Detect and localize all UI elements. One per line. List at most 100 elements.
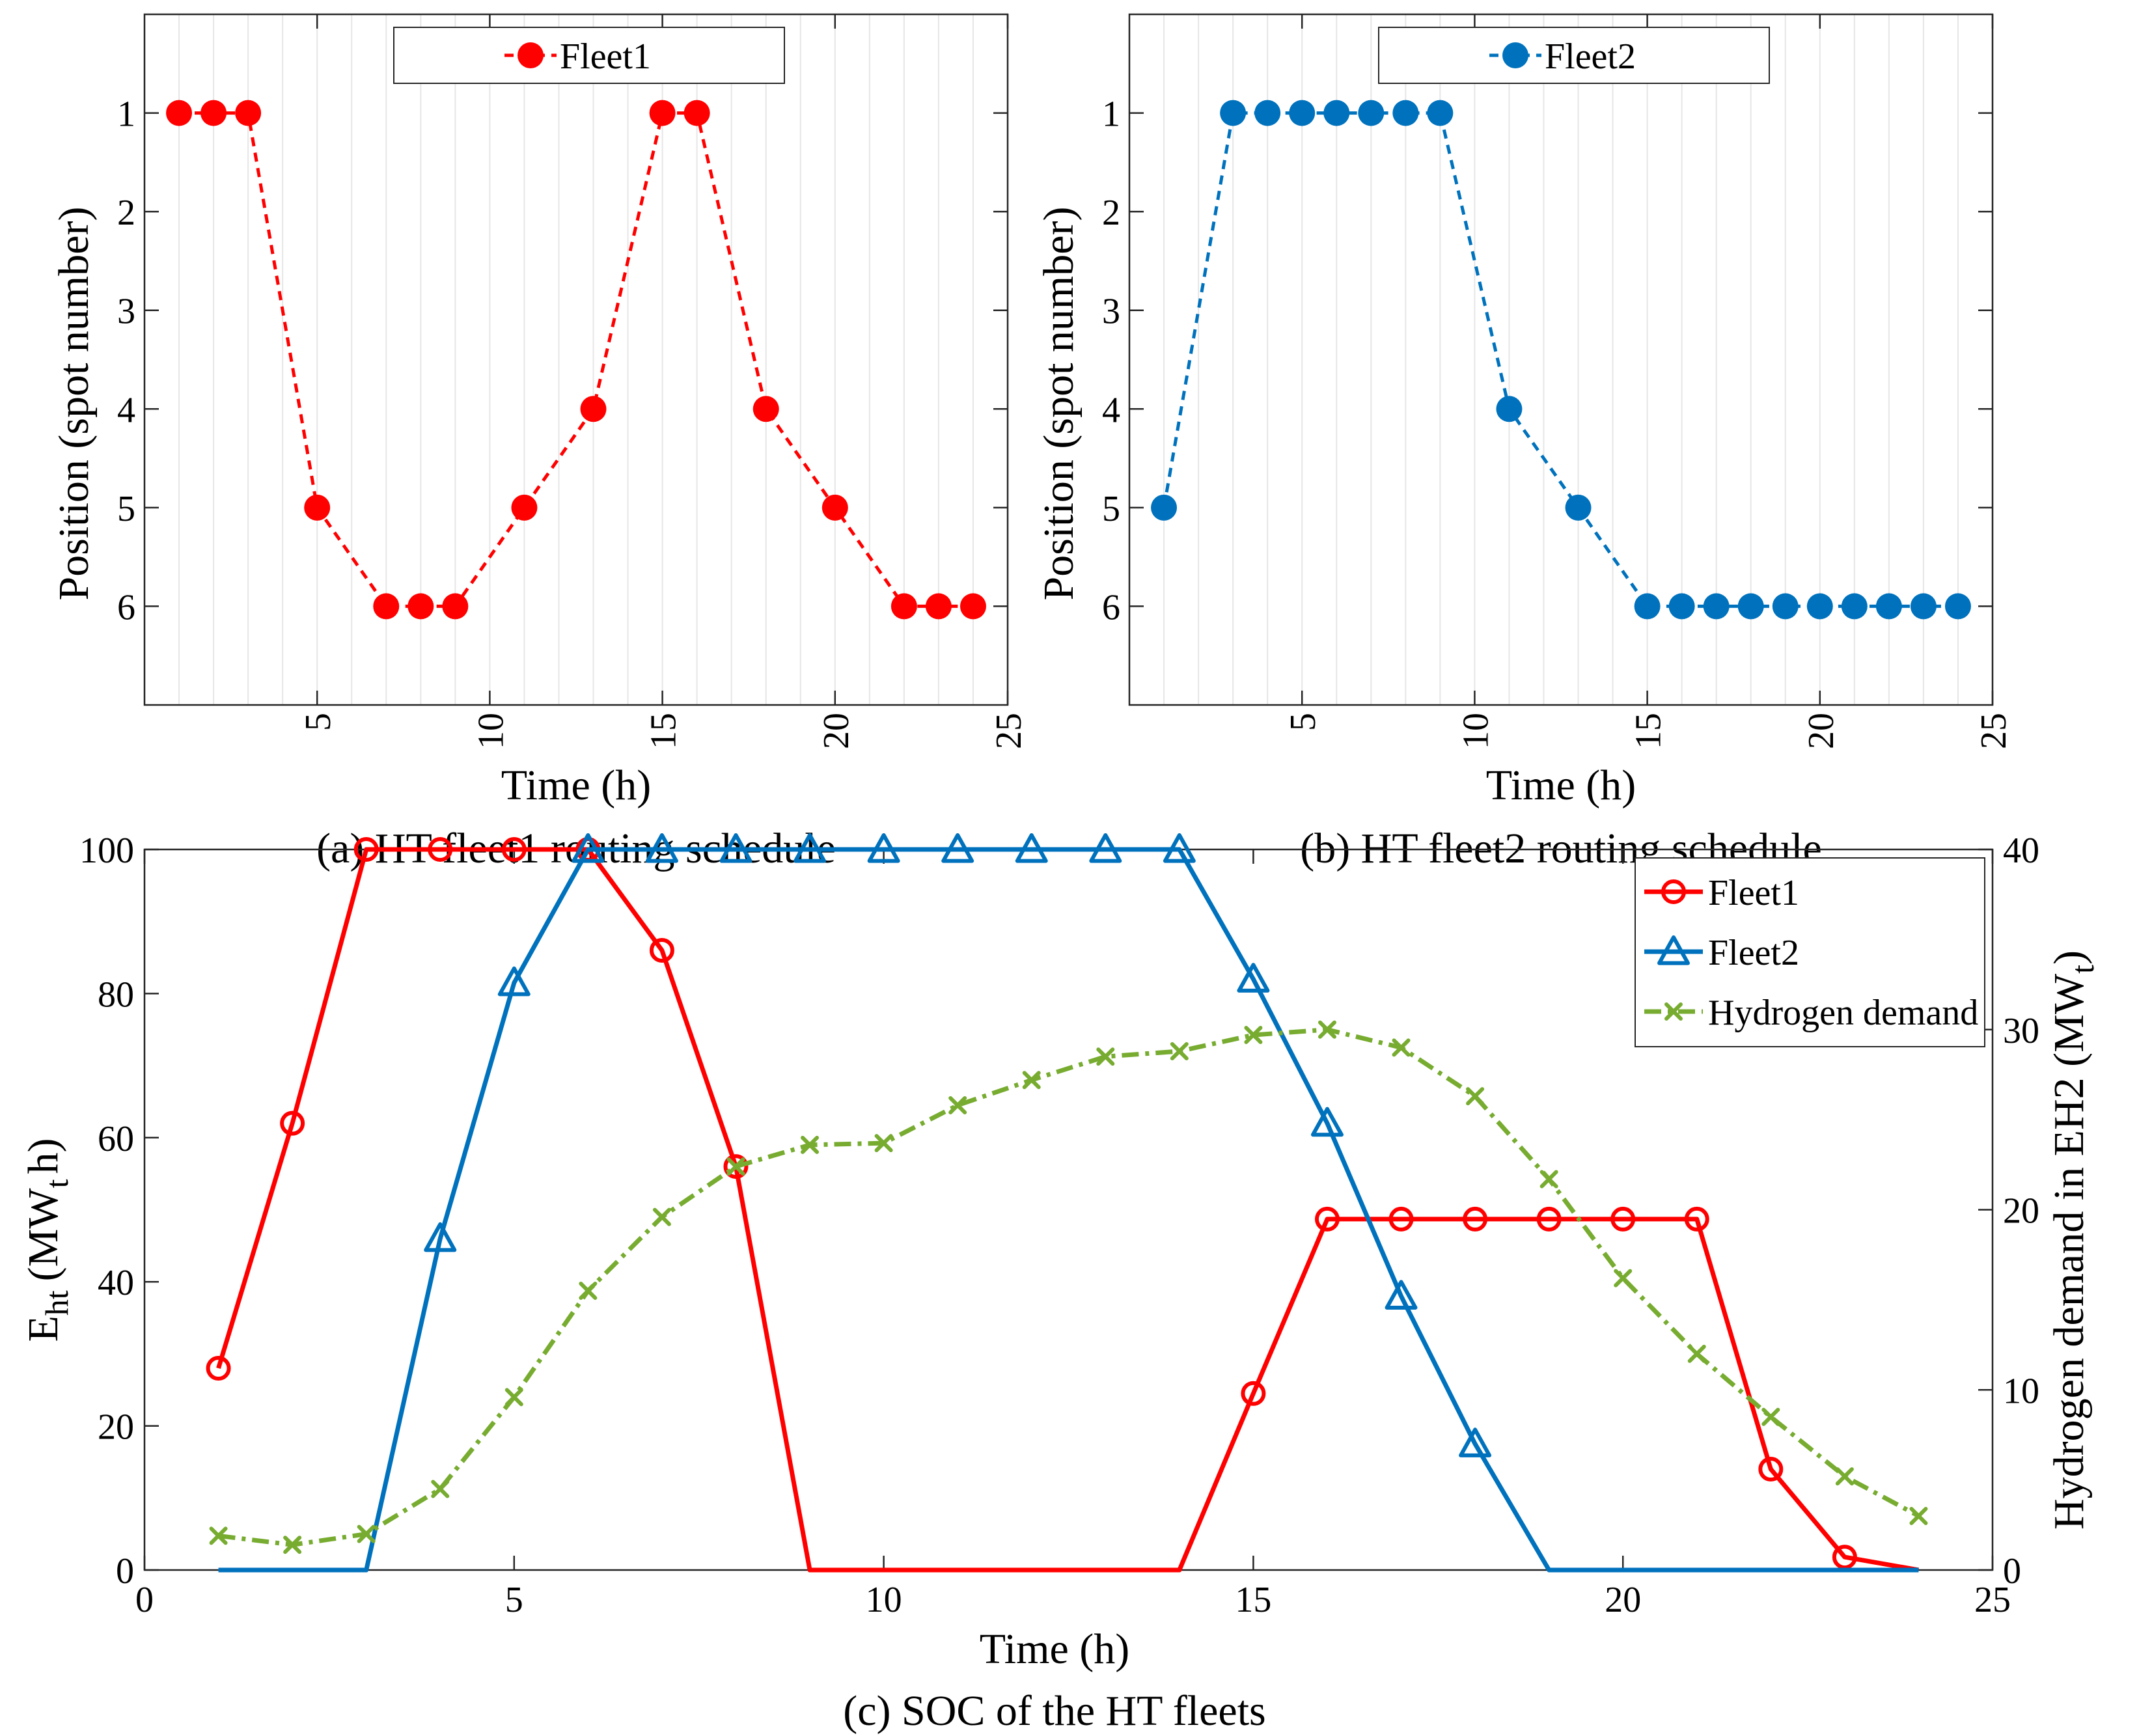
x-tick-label: 15 [1235,1580,1271,1620]
data-point [1323,100,1350,126]
data-point [504,1388,523,1407]
data-point [572,833,605,863]
y-tick-label: 4 [117,390,135,430]
data-point [1634,593,1661,620]
data-point [1610,1206,1636,1232]
data-point [874,1134,893,1153]
data-point [1910,593,1937,620]
panel-c-ylabel-left: Eht(MWth) [20,1138,75,1342]
data-point [1944,593,1971,620]
data-point [280,1110,305,1136]
y-tick-label: 4 [1102,390,1120,430]
data-point [424,1222,457,1252]
data-point [1427,100,1454,126]
data-point [1385,1280,1418,1310]
y-tick-label: 80 [98,974,134,1015]
data-point [719,833,752,863]
data-point [1463,1206,1488,1232]
panel-a-xlabel: Time (h) [501,762,651,809]
data-point [867,833,900,863]
panel-c-soc: 0 5 10 15 20 25020406080100010203040Fleet1Fle… [79,831,2039,1620]
x-tick-label: 15 [1629,713,1669,749]
data-point [752,396,779,422]
data-point [925,593,952,620]
data-point [501,837,527,862]
y-tick-label: 6 [1102,587,1120,627]
x-tick-label: 15 [644,713,684,749]
series-line [179,111,973,608]
data-point [1459,1427,1492,1457]
x-tick-label: 20 [816,713,857,749]
data-point [1539,1170,1558,1189]
data-point [645,833,678,863]
data-point [723,1154,749,1179]
y-right-tick-label: 10 [2003,1371,2039,1411]
axes-box [1128,13,1994,706]
data-point [1841,593,1868,620]
panel-c-xlabel: Time (h) [980,1625,1129,1673]
legend-label: Fleet2 [1708,933,1799,973]
panel-b-ylabel: Position (spot number) [1035,207,1083,601]
data-point [497,966,531,997]
series-line [218,1027,1920,1547]
data-point [1170,1041,1189,1060]
y-tick-label: 40 [98,1263,134,1303]
y-right-tick-label: 30 [2003,1011,2039,1051]
legend: Fleet1 [393,27,785,84]
panel-c-caption: (c) SOC of the HT fleets [843,1687,1265,1735]
x-tick-label: 25 [1974,1580,2011,1620]
y-tick-label: 60 [98,1119,134,1159]
data-point [200,100,227,126]
data-point [1875,593,1902,620]
x-tick-label: 10 [866,1580,902,1620]
legend-marker [1657,935,1690,965]
data-point [1289,100,1316,126]
data-point [373,593,400,620]
y-tick-label: 3 [117,292,135,332]
panel-b-xlabel: Time (h) [1486,762,1636,809]
data-point [235,100,262,126]
data-point [1761,1407,1780,1426]
panel-a-ylabel: Position (spot number) [50,207,98,601]
data-point [1358,100,1385,126]
data-point [1536,1206,1562,1232]
series-line [218,847,1919,1573]
data-point [1163,833,1196,863]
data-point [1151,494,1178,521]
x-tick-label: 25 [1974,713,2014,749]
data-point [652,1207,671,1226]
data-point [1832,1545,1857,1570]
y-tick-label: 5 [1102,489,1120,529]
y-right-tick-label: 20 [2003,1191,2039,1232]
data-point [1466,1087,1485,1106]
x-tick-label: 20 [1605,1580,1641,1620]
data-point [1096,1047,1115,1066]
data-point [959,593,986,620]
data-point [357,1524,376,1543]
data-point [801,1135,820,1154]
data-point [1684,1206,1709,1232]
data-point [353,837,379,862]
data-point [1237,963,1270,993]
data-point [1392,1038,1411,1057]
data-point [442,593,469,620]
y-right-tick-label: 0 [2003,1551,2021,1591]
data-point [166,100,193,126]
legend-label: Hydrogen demand [1708,993,1978,1033]
data-point [1806,593,1833,620]
data-point [821,494,848,521]
data-point [209,1526,228,1545]
data-point [1687,1344,1706,1363]
data-point [1565,494,1592,521]
data-point [1614,1269,1633,1288]
legend-box [1378,27,1770,84]
x-tick-label: 10 [1456,713,1496,749]
panel-b-fleet2-routing: 1 2 3 4 5 6 5 10 15 20 25 Fleet2 [1102,13,2014,749]
y-tick-label: 2 [1102,193,1120,233]
y-tick-label: 20 [98,1407,134,1448]
data-point [1244,1026,1263,1045]
data-point [649,937,674,963]
data-point [1758,1457,1784,1482]
data-point [726,1157,745,1176]
